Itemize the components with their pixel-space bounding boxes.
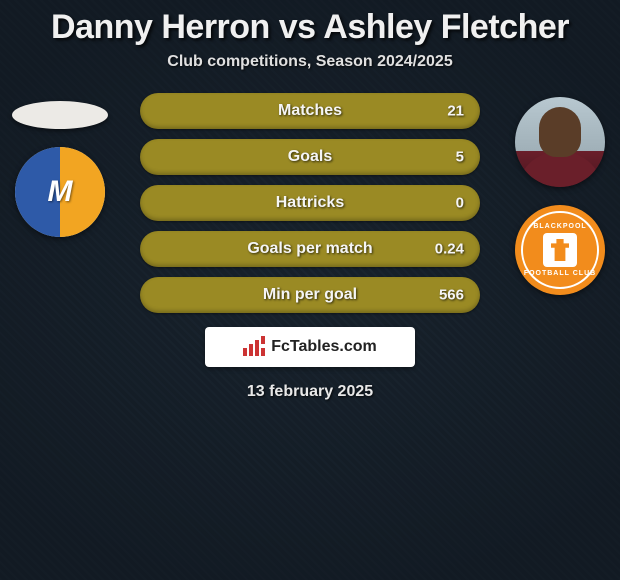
page-subtitle: Club competitions, Season 2024/2025 [167, 53, 452, 71]
stat-label: Goals [288, 148, 332, 166]
stat-label: Goals per match [247, 240, 372, 258]
club2-ring: BLACKPOOL FOOTBALL CLUB [521, 211, 599, 289]
content-wrapper: Danny Herron vs Ashley Fletcher Club com… [0, 0, 620, 580]
comparison-row: M Matches 21 Goals 5 Hattricks 0 Goals p… [0, 93, 620, 313]
right-player-photo [515, 97, 605, 187]
stats-column: Matches 21 Goals 5 Hattricks 0 Goals per… [110, 93, 510, 313]
club1-letter: M [48, 175, 73, 209]
stat-label: Min per goal [263, 286, 357, 304]
stat-bar-mpg: Min per goal 566 [140, 277, 480, 313]
stat-value-right: 5 [456, 149, 464, 166]
stat-bar-gpm: Goals per match 0.24 [140, 231, 480, 267]
left-player-placeholder [12, 101, 108, 129]
stat-bar-hattricks: Hattricks 0 [140, 185, 480, 221]
club2-tower-icon [551, 239, 569, 261]
stat-value-right: 566 [439, 287, 464, 304]
club2-center [543, 233, 577, 267]
left-player-column: M [10, 93, 110, 237]
brand-box: FcTables.com [205, 327, 415, 367]
right-player-column: BLACKPOOL FOOTBALL CLUB [510, 93, 610, 295]
right-club-badge: BLACKPOOL FOOTBALL CLUB [515, 205, 605, 295]
stat-bar-goals: Goals 5 [140, 139, 480, 175]
stat-label: Matches [278, 102, 342, 120]
stat-bar-matches: Matches 21 [140, 93, 480, 129]
stat-value-right: 21 [447, 103, 464, 120]
stat-label: Hattricks [276, 194, 344, 212]
bar-chart-icon [243, 338, 265, 356]
photo-head [539, 107, 581, 157]
stat-value-right: 0 [456, 195, 464, 212]
left-club-badge: M [15, 147, 105, 237]
brand-text: FcTables.com [271, 338, 377, 356]
club2-bottom-text: FOOTBALL CLUB [524, 270, 596, 277]
club2-top-text: BLACKPOOL [533, 223, 586, 230]
stat-value-right: 0.24 [435, 241, 464, 258]
page-title: Danny Herron vs Ashley Fletcher [51, 8, 569, 47]
footer-date: 13 february 2025 [247, 383, 373, 401]
